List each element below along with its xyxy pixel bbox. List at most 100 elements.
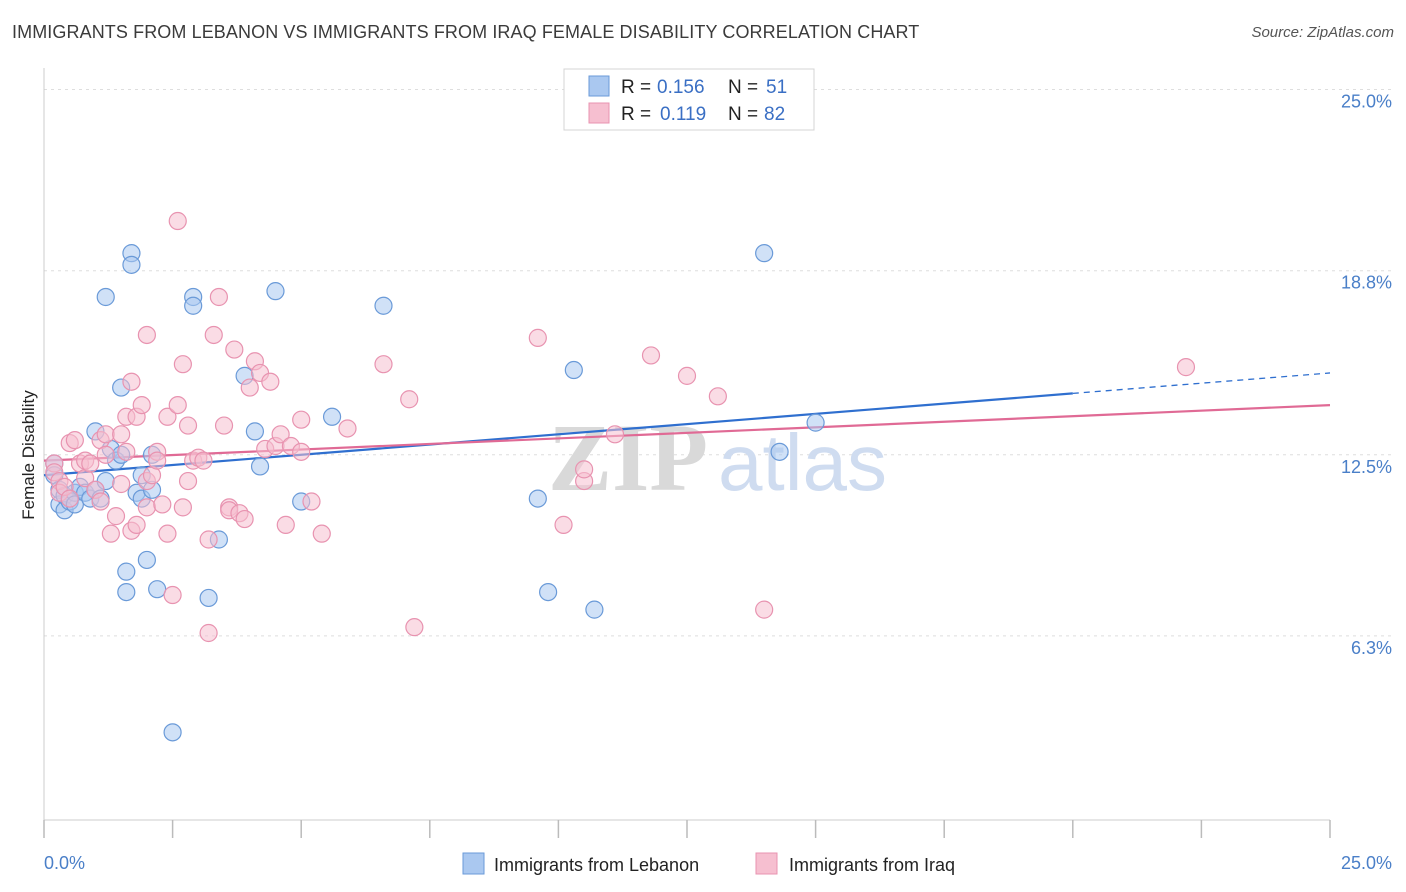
legend-r-label-iraq: R = [621, 104, 651, 125]
iraq-point [163, 585, 182, 605]
x-tick-label: 25.0% [1341, 853, 1392, 873]
lebanon-point [322, 407, 342, 426]
iraq-point [575, 460, 594, 479]
iraq-point [374, 355, 393, 374]
lebanon-point [117, 582, 136, 602]
iraq-point [271, 425, 290, 444]
lebanon-point [199, 588, 218, 608]
bottom-legend-swatch-iraq [755, 852, 778, 875]
lebanon-trend-line [43, 392, 1073, 477]
iraq-point [112, 425, 131, 444]
legend-r-value-lebanon: 0.156 [657, 77, 705, 98]
iraq-point [96, 445, 115, 464]
iraq-point [338, 419, 357, 438]
x-tick-label: 0.0% [44, 853, 85, 873]
bottom-legend: Immigrants from Lebanon Immigrants from … [462, 852, 955, 875]
legend-n-value-lebanon: 51 [766, 77, 787, 98]
y-tick-label: 6.3% [1351, 638, 1392, 658]
y-tick-label: 12.5% [1341, 457, 1392, 477]
iraq-point [112, 474, 131, 494]
iraq-point [153, 495, 172, 514]
iraq-point [194, 451, 213, 470]
iraq-point [173, 355, 192, 374]
lebanon-point [585, 600, 604, 619]
iraq-point [312, 524, 331, 543]
lebanon-trend-extension [1072, 372, 1331, 395]
iraq-point [677, 366, 697, 385]
iraq-point [405, 618, 424, 637]
lebanon-point [122, 255, 141, 274]
iraq-point [122, 372, 141, 391]
iraq-point [117, 442, 136, 461]
iraq-point [148, 451, 167, 470]
iraq-point [168, 211, 187, 231]
iraq-point [132, 395, 151, 415]
watermark-zip: ZIP [548, 404, 708, 511]
iraq-point [292, 410, 311, 429]
y-tick-label: 25.0% [1341, 92, 1392, 112]
legend-n-label-iraq: N = [728, 104, 758, 125]
iraq-point [1176, 358, 1196, 377]
chart-title: IMMIGRANTS FROM LEBANON VS IMMIGRANTS FR… [12, 22, 920, 42]
iraq-point [60, 489, 79, 508]
iraq-point [127, 515, 146, 534]
legend-r-value-iraq: 0.119 [660, 104, 706, 125]
iraq-point [158, 407, 177, 426]
y-axis-title: Female Disability [19, 390, 38, 520]
iraq-point [199, 623, 218, 643]
lebanon-point [564, 360, 583, 380]
watermark: ZIP atlas [548, 404, 887, 511]
lebanon-point [96, 287, 115, 307]
y-tick-labels: 6.3% 12.5% 18.8% 25.0% [1341, 92, 1392, 658]
chart-source: Source: ZipAtlas.com [1251, 24, 1394, 41]
lebanon-point [806, 413, 825, 432]
lebanon-point [528, 489, 547, 508]
iraq-point [137, 498, 156, 517]
lebanon-point [245, 422, 265, 441]
iraq-point [173, 498, 192, 517]
iraq-point [528, 328, 547, 347]
y-tick-label: 18.8% [1341, 273, 1392, 293]
iraq-point [554, 515, 573, 534]
iraq-point [276, 515, 295, 534]
lebanon-point [266, 282, 285, 301]
legend-swatch-iraq [588, 102, 610, 124]
iraq-point [204, 325, 223, 345]
iraq-point [708, 387, 727, 406]
iraq-point [178, 471, 198, 491]
legend: R = 0.156 N = 51 R = 0.119 N = 82 [563, 68, 815, 131]
iraq-point [225, 340, 244, 359]
watermark-atlas: atlas [718, 418, 887, 507]
data-points [45, 211, 1196, 742]
iraq-point [91, 492, 110, 511]
legend-n-value-iraq: 82 [764, 104, 785, 125]
bottom-legend-label-lebanon: Immigrants from Lebanon [494, 855, 699, 875]
lebanon-point [770, 442, 789, 461]
lebanon-point [137, 550, 156, 570]
iraq-point [605, 425, 625, 444]
iraq-point [240, 378, 259, 397]
iraq-point [261, 372, 280, 391]
iraq-point [641, 346, 661, 365]
axes [43, 68, 1331, 838]
iraq-point [101, 524, 120, 543]
iraq-point [292, 442, 311, 461]
iraq-point [209, 287, 228, 307]
iraq-point [96, 425, 115, 444]
iraq-point [106, 507, 126, 526]
iraq-point [158, 524, 177, 543]
lebanon-point [755, 244, 774, 263]
lebanon-point [148, 580, 167, 599]
lebanon-point [163, 723, 182, 742]
lebanon-point [184, 296, 203, 315]
iraq-point [137, 325, 156, 345]
iraq-point [214, 416, 234, 435]
legend-n-label-lebanon: N = [728, 77, 758, 98]
bottom-legend-label-iraq: Immigrants from Iraq [789, 855, 955, 875]
iraq-point [235, 509, 254, 529]
iraq-point [199, 530, 218, 549]
legend-swatch-lebanon [588, 75, 610, 97]
iraq-point [755, 600, 774, 619]
lebanon-point [374, 296, 393, 315]
